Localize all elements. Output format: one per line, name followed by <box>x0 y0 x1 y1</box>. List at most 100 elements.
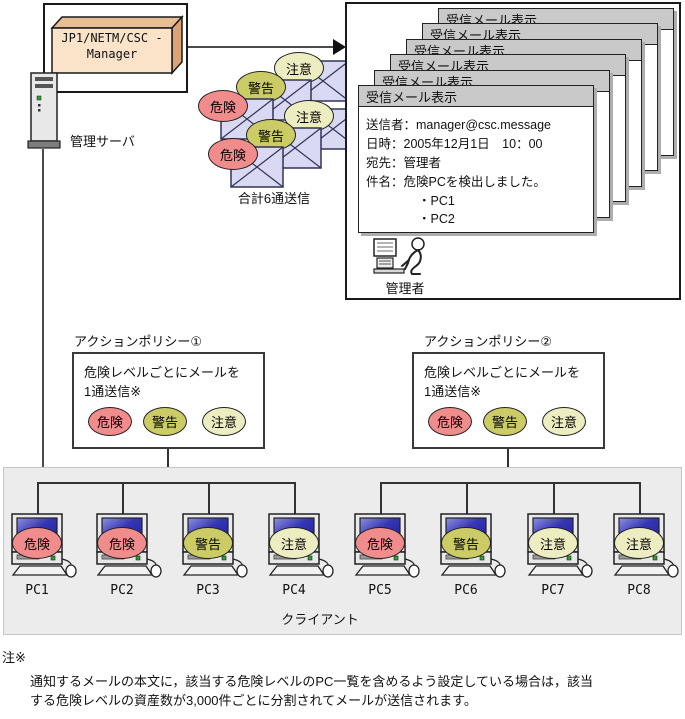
mail-window-front: 受信メール表示 送信者：manager@csc.message 日時：2005年… <box>358 85 594 233</box>
pc-drop-line <box>466 482 468 515</box>
severity-badge-label: 注意 <box>295 109 322 125</box>
severity-badge-label: 危険 <box>23 536 50 552</box>
pc-name: PC1 <box>25 583 49 598</box>
severity-badge-label: 危険 <box>436 415 463 430</box>
severity-badge: 警告 <box>236 71 286 103</box>
severity-badge-label: 危険 <box>108 536 135 552</box>
severity-badge: 危険 <box>208 138 258 170</box>
manager-to-viewer-line <box>188 46 334 48</box>
mail-subject-line: 件名：危険PCを検出しました。 <box>366 175 546 189</box>
pc-name: PC5 <box>368 583 392 598</box>
policy2-desc-line2: 1通送信※ <box>424 384 482 399</box>
pc-drop-line <box>639 482 641 515</box>
mail-window-titlebar: 受信メール表示 <box>359 86 593 107</box>
footnote-marker: 注※ <box>2 650 26 665</box>
severity-badge-label: 警告 <box>452 536 479 552</box>
manager-box-label-line2: Manager <box>86 47 138 61</box>
severity-badge-label: 注意 <box>280 536 307 552</box>
right-bus-line <box>380 482 641 484</box>
mail-window-title: 受信メール表示 <box>366 89 458 105</box>
policy1-box: 危険レベルごとにメールを 1通送信※ 危険 警告 注意 <box>72 352 265 449</box>
admin-label: 管理者 <box>385 281 425 296</box>
policy2-title: アクションポリシー② <box>424 334 553 349</box>
severity-badge: 危険 <box>88 407 132 436</box>
server-label: 管理サーバ <box>70 134 135 149</box>
manager-box-label: JP1/NETM/CSC - Manager <box>52 30 172 62</box>
policy1-title: アクションポリシー① <box>74 334 203 349</box>
left-bus-line <box>37 482 296 484</box>
pc-drop-line <box>380 482 382 515</box>
mail-total-label: 合計6通送信 <box>237 191 311 206</box>
pc-drop-line <box>553 482 555 515</box>
severity-badge-label: 危険 <box>219 147 246 163</box>
client-pc: 危険 PC1 <box>11 513 77 599</box>
pc-drop-line <box>294 482 296 515</box>
mail-datetime-line: 日時：2005年12月1日 10：00 <box>366 137 543 151</box>
pc-name: PC3 <box>196 583 220 598</box>
client-pc: 危険 PC2 <box>96 513 162 599</box>
client-area-label: クライアント <box>281 612 359 627</box>
mail-window-body: 送信者：manager@csc.message 日時：2005年12月1日 10… <box>359 107 593 228</box>
client-pc: 危険 PC5 <box>354 513 420 599</box>
footnote-line1: 通知するメールの本文に，該当する危険レベルのPC一覧を含めるよう設定している場合… <box>30 674 594 689</box>
client-pc: 注意 PC8 <box>613 513 679 599</box>
severity-badge: 危険 <box>198 90 248 122</box>
severity-badge-label: 警告 <box>257 128 284 144</box>
pc-drop-line <box>208 482 210 515</box>
policy1-desc-line1: 危険レベルごとにメールを <box>84 365 241 380</box>
severity-badge-label: 警告 <box>491 415 518 430</box>
severity-badge: 警告 <box>183 527 233 559</box>
severity-badge-label: 注意 <box>539 536 566 552</box>
policy2-desc-line1: 危険レベルごとにメールを <box>424 365 581 380</box>
severity-badge: 注意 <box>614 527 664 559</box>
pc-drop-line <box>122 482 124 515</box>
severity-badge: 警告 <box>143 407 187 436</box>
pc-name: PC2 <box>110 583 134 598</box>
policy2-box: 危険レベルごとにメールを 1通送信※ 危険 警告 注意 <box>412 352 605 449</box>
pc-name: PC7 <box>541 583 565 598</box>
client-pc: 警告 PC3 <box>182 513 248 599</box>
footnote-text: 通知するメールの本文に，該当する危険レベルのPC一覧を含めるよう設定している場合… <box>30 672 675 710</box>
severity-badge-label: 注意 <box>550 415 577 430</box>
pc-drop-line <box>37 482 39 515</box>
client-pc: 注意 PC4 <box>268 513 334 599</box>
mail-window-title: 受信メール表示 <box>398 58 490 74</box>
admin-at-computer-icon <box>373 237 425 275</box>
severity-badge: 注意 <box>528 527 578 559</box>
policy2-drop-line <box>507 449 509 484</box>
manager-3d-box-icon <box>50 15 184 75</box>
severity-badge: 注意 <box>269 527 319 559</box>
severity-badge-label: 注意 <box>210 415 237 430</box>
manager-box-label-line1: JP1/NETM/CSC - <box>61 31 163 45</box>
mail-window-title: 受信メール表示 <box>430 27 522 43</box>
mail-to-line: 宛先：管理者 <box>366 156 442 170</box>
client-pc: 注意 PC7 <box>527 513 593 599</box>
severity-badge-label: 危険 <box>366 536 393 552</box>
mail-list-item: ・PC2 <box>418 212 455 226</box>
server-tower-icon <box>27 72 61 149</box>
policy1-drop-line <box>167 449 169 484</box>
severity-badge: 注意 <box>202 407 246 436</box>
pc-name: PC8 <box>627 583 651 598</box>
mail-sender-line: 送信者：manager@csc.message <box>366 118 551 132</box>
severity-badge-label: 警告 <box>247 80 274 96</box>
pc-name: PC4 <box>282 583 306 598</box>
severity-badge: 危険 <box>428 407 472 436</box>
policy1-desc-line2: 1通送信※ <box>84 384 142 399</box>
pc-name: PC6 <box>454 583 478 598</box>
mail-item: 危険 <box>208 138 284 192</box>
severity-badge: 警告 <box>441 527 491 559</box>
severity-badge: 注意 <box>542 407 586 436</box>
client-pc: 警告 PC6 <box>440 513 506 599</box>
severity-badge-label: 危険 <box>209 99 236 115</box>
server-to-clients-line <box>42 149 44 467</box>
severity-badge: 危険 <box>12 527 62 559</box>
severity-badge-label: 注意 <box>285 61 312 77</box>
severity-badge-label: 注意 <box>625 536 652 552</box>
severity-badge: 危険 <box>355 527 405 559</box>
arrow-right-icon <box>333 39 346 55</box>
footnote-line2: する危険レベルの資産数が3,000件ごとに分割されてメールが送信されます。 <box>30 693 477 708</box>
severity-badge: 警告 <box>483 407 527 436</box>
severity-badge: 危険 <box>97 527 147 559</box>
